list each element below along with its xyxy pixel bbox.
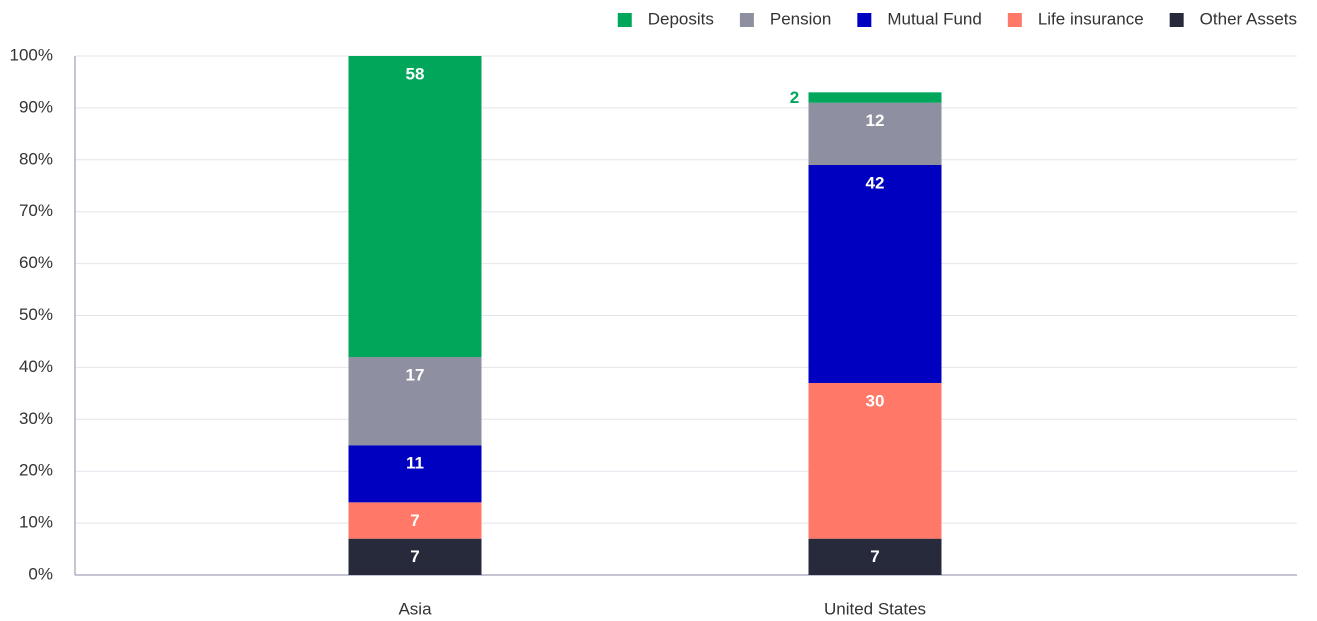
y-tick-label: 100%	[10, 45, 53, 64]
bar-segment	[348, 538, 482, 575]
bar-segment	[808, 164, 942, 383]
bar-segment	[808, 102, 942, 165]
bar-segment	[348, 502, 482, 539]
legend-swatch	[1007, 13, 1022, 27]
data-label: 7	[410, 547, 419, 566]
bar-segment	[808, 92, 942, 103]
legend-swatch	[617, 13, 632, 27]
data-label: 12	[866, 111, 885, 130]
legend-swatch	[1169, 13, 1184, 27]
data-label: 11	[406, 454, 424, 473]
y-tick-label: 50%	[19, 305, 53, 324]
legend-label: Deposits	[648, 9, 714, 28]
legend-swatch	[857, 13, 872, 27]
y-tick-label: 70%	[19, 201, 53, 220]
data-label: 17	[406, 366, 425, 385]
legend-label: Other Assets	[1200, 9, 1297, 28]
y-tick-label: 90%	[19, 97, 53, 116]
y-tick-label: 60%	[19, 253, 53, 272]
legend-label: Pension	[770, 9, 831, 28]
x-tick-label: Asia	[398, 599, 432, 618]
data-label: 7	[870, 547, 879, 566]
legend-label: Life insurance	[1038, 9, 1144, 28]
y-tick-label: 40%	[19, 357, 53, 376]
data-label: 2	[790, 88, 799, 107]
y-tick-label: 0%	[28, 564, 53, 583]
bar-segment	[348, 445, 482, 503]
data-label: 30	[866, 391, 885, 410]
bar-segment	[348, 357, 482, 446]
bar-segment	[808, 382, 942, 539]
data-label: 7	[410, 511, 419, 530]
data-label: 58	[406, 64, 425, 83]
y-tick-label: 20%	[19, 461, 53, 480]
x-tick-label: United States	[824, 599, 926, 618]
data-label: 42	[866, 173, 885, 192]
bar-segment	[808, 538, 942, 575]
y-tick-label: 30%	[19, 409, 53, 428]
bar-segment	[348, 56, 482, 358]
legend-swatch	[739, 13, 754, 27]
y-tick-label: 80%	[19, 149, 53, 168]
y-tick-label: 10%	[19, 513, 53, 532]
legend-label: Mutual Fund	[887, 9, 982, 28]
